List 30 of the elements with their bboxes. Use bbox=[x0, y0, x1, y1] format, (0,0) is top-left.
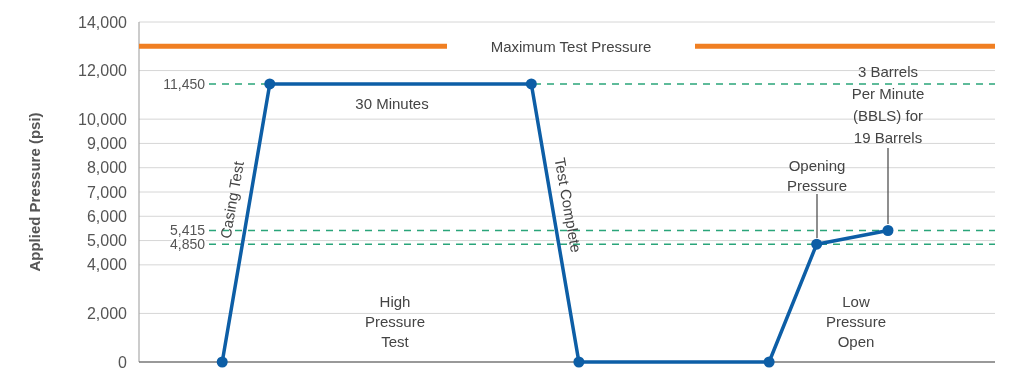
point bbox=[811, 238, 823, 250]
y-tick-label: 4,000 bbox=[86, 256, 128, 274]
annotation: Low Pressure Open bbox=[825, 293, 887, 351]
point bbox=[216, 356, 228, 368]
point bbox=[882, 224, 894, 236]
annotation: 3 Barrels Per Minute (BBLS) for 19 Barrels bbox=[851, 63, 925, 147]
point bbox=[264, 78, 276, 90]
annotation: Test Complete bbox=[551, 156, 585, 254]
annotation: Opening Pressure bbox=[786, 157, 848, 195]
ref-line-label: 5,415 bbox=[169, 222, 206, 239]
y-tick-label: 8,000 bbox=[86, 159, 128, 177]
annotation: 30 Minutes bbox=[355, 95, 429, 113]
y-tick-label: 7,000 bbox=[86, 183, 128, 201]
point bbox=[525, 78, 537, 90]
ref-line-label: Maximum Test Pressure bbox=[490, 37, 652, 55]
point bbox=[763, 356, 775, 368]
y-tick-label: 5,000 bbox=[86, 232, 128, 250]
annotation: Casing Test bbox=[216, 159, 248, 240]
y-tick-label: 2,000 bbox=[86, 305, 128, 323]
point bbox=[573, 356, 585, 368]
ref-line-label: 4,850 bbox=[169, 236, 206, 253]
y-tick-label: 9,000 bbox=[86, 135, 128, 153]
y-tick-label: 6,000 bbox=[86, 207, 128, 225]
y-tick-label: 12,000 bbox=[78, 62, 128, 80]
y-tick-label: 0 bbox=[118, 353, 128, 371]
ref-line-label: 11,450 bbox=[163, 75, 206, 92]
y-tick-label: 14,000 bbox=[78, 13, 128, 31]
y-axis-title: Applied Pressure (psi) bbox=[26, 112, 43, 272]
annotation: High Pressure Test bbox=[364, 293, 426, 351]
y-tick-label: 10,000 bbox=[78, 110, 128, 128]
